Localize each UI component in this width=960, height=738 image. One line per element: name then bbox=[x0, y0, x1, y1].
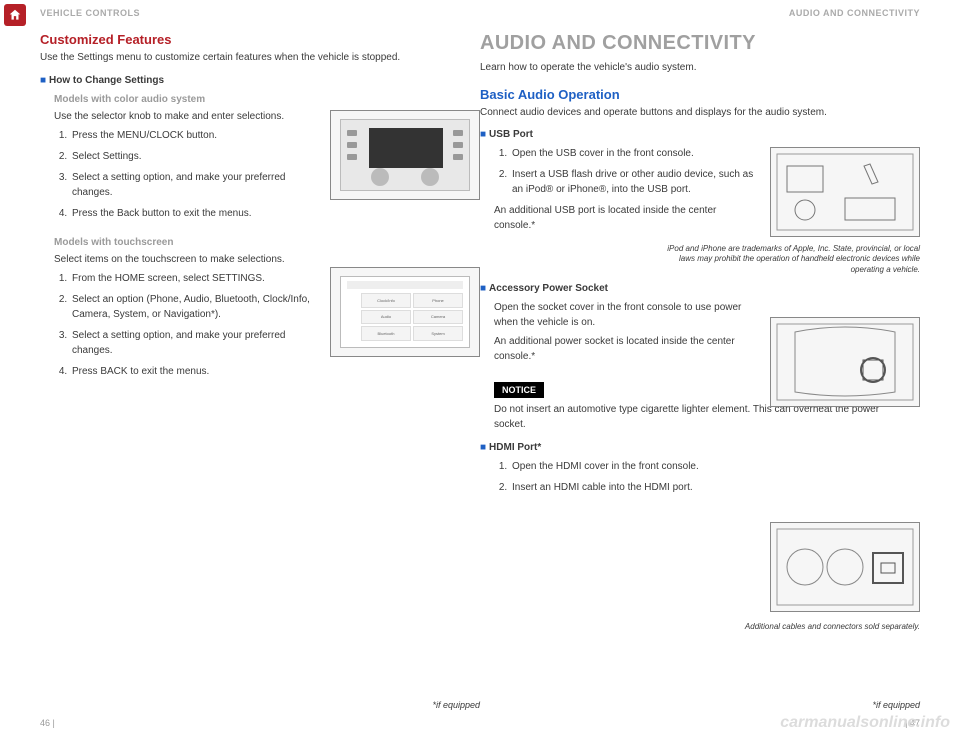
touchscreen-image: Clock/Info Phone Audio Camera Bluetooth … bbox=[330, 267, 480, 357]
hdmi-heading-text: HDMI Port* bbox=[489, 442, 541, 453]
list-item: Select a setting option, and make your p… bbox=[70, 328, 320, 358]
list-item: Select Settings. bbox=[70, 149, 320, 164]
list-item: Press BACK to exit the menus. bbox=[70, 364, 320, 379]
list-item: Select a setting option, and make your p… bbox=[70, 170, 320, 200]
list-item: Insert an HDMI cable into the HDMI port. bbox=[510, 480, 760, 495]
hdmi-caption: Additional cables and connectors sold se… bbox=[660, 622, 920, 632]
list-item: Press the Back button to exit the menus. bbox=[70, 206, 320, 221]
left-page: Customized Features Use the Settings men… bbox=[40, 32, 480, 710]
grid-cell: Clock/Info bbox=[361, 293, 411, 308]
grid-cell: Phone bbox=[413, 293, 463, 308]
grid-cell: Bluetooth bbox=[361, 326, 411, 341]
grid-cell: Camera bbox=[413, 310, 463, 325]
usb-heading-text: USB Port bbox=[489, 129, 533, 140]
usb-steps: Open the USB cover in the front console.… bbox=[510, 146, 760, 197]
hdmi-steps: Open the HDMI cover in the front console… bbox=[510, 459, 760, 495]
socket-heading-text: Accessory Power Socket bbox=[489, 283, 608, 294]
usb-port-image bbox=[770, 147, 920, 237]
list-item: From the HOME screen, select SETTINGS. bbox=[70, 271, 320, 286]
color-audio-heading: Models with color audio system bbox=[54, 94, 480, 105]
home-icon[interactable] bbox=[4, 4, 26, 26]
right-intro: Learn how to operate the vehicle's audio… bbox=[480, 61, 920, 75]
header-left: VEHICLE CONTROLS bbox=[40, 8, 140, 18]
socket-p2: An additional power socket is located in… bbox=[494, 334, 754, 364]
right-page: AUDIO AND CONNECTIVITY Learn how to oper… bbox=[480, 32, 920, 710]
touch-mock: Clock/Info Phone Audio Camera Bluetooth … bbox=[340, 276, 470, 348]
basic-intro: Connect audio devices and operate button… bbox=[480, 106, 920, 120]
color-audio-steps: Press the MENU/CLOCK button. Select Sett… bbox=[70, 128, 320, 221]
left-title: Customized Features bbox=[40, 32, 480, 47]
touch-steps: From the HOME screen, select SETTINGS. S… bbox=[70, 271, 320, 379]
basic-heading: Basic Audio Operation bbox=[480, 87, 920, 102]
audio-system-image bbox=[330, 110, 480, 200]
howto-text: How to Change Settings bbox=[49, 75, 164, 86]
list-item: Press the MENU/CLOCK button. bbox=[70, 128, 320, 143]
usb-caption: iPod and iPhone are trademarks of Apple,… bbox=[660, 244, 920, 275]
notice-label: NOTICE bbox=[494, 382, 544, 398]
list-item: Open the USB cover in the front console. bbox=[510, 146, 760, 161]
list-item: Insert a USB flash drive or other audio … bbox=[510, 167, 760, 197]
color-audio-lead: Use the selector knob to make and enter … bbox=[54, 109, 314, 124]
usb-tail: An additional USB port is located inside… bbox=[494, 203, 754, 233]
touch-heading: Models with touchscreen bbox=[54, 237, 480, 248]
left-footnote: *if equipped bbox=[432, 700, 480, 710]
list-item: Select an option (Phone, Audio, Bluetoot… bbox=[70, 292, 320, 322]
power-socket-image bbox=[770, 317, 920, 407]
page-number-left: 46 | bbox=[40, 718, 55, 728]
header-right: AUDIO AND CONNECTIVITY bbox=[789, 8, 920, 18]
socket-p1: Open the socket cover in the front conso… bbox=[494, 300, 754, 330]
hdmi-heading: ■HDMI Port* bbox=[480, 442, 920, 453]
grid-cell: Audio bbox=[361, 310, 411, 325]
right-footnote: *if equipped bbox=[872, 700, 920, 710]
howto-heading: ■How to Change Settings bbox=[40, 75, 480, 86]
socket-heading: ■Accessory Power Socket bbox=[480, 283, 920, 294]
audio-mock bbox=[340, 119, 470, 191]
touch-lead: Select items on the touchscreen to make … bbox=[54, 252, 314, 267]
hdmi-port-image bbox=[770, 522, 920, 612]
grid-cell: System bbox=[413, 326, 463, 341]
usb-heading: ■USB Port bbox=[480, 129, 920, 140]
list-item: Open the HDMI cover in the front console… bbox=[510, 459, 760, 474]
left-intro: Use the Settings menu to customize certa… bbox=[40, 51, 480, 65]
right-title: AUDIO AND CONNECTIVITY bbox=[480, 32, 920, 55]
watermark: carmanualsonline.info bbox=[780, 714, 950, 732]
